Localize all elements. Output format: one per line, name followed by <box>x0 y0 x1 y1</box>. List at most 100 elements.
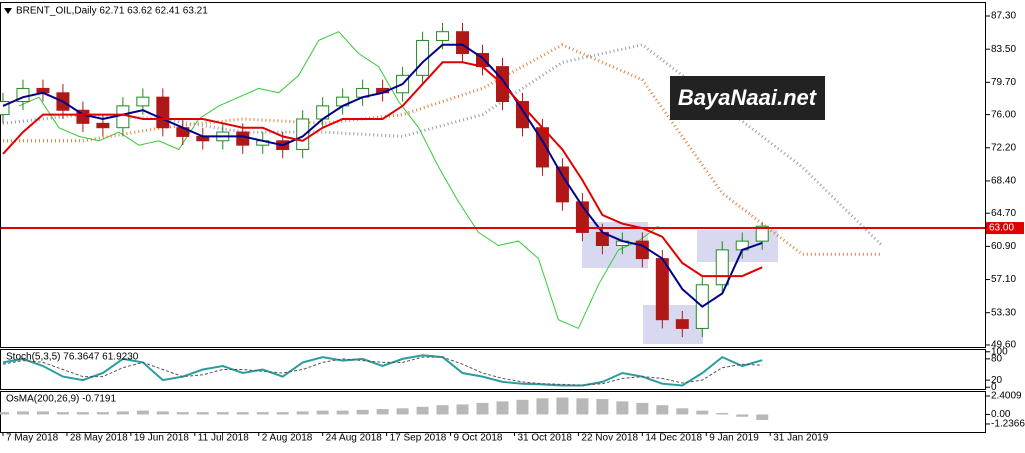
x-tick-label: 31 Jan 2019 <box>773 433 828 444</box>
x-tick-label: 2 Aug 2018 <box>262 433 313 444</box>
histogram-bar <box>16 411 29 415</box>
histogram-bar <box>376 409 389 415</box>
y-tick-label: 53.30 <box>991 307 1016 318</box>
histogram-bar <box>436 405 449 415</box>
menu-icon <box>4 8 12 14</box>
histogram-bar <box>216 412 229 415</box>
histogram-bar <box>416 406 429 415</box>
highlight-box <box>643 305 703 344</box>
stoch-title: Stoch(5,3,5) 76.3647 61.9230 <box>6 352 139 363</box>
x-tick-label: 9 Oct 2018 <box>454 433 503 444</box>
x-tick-label: 28 May 2018 <box>70 433 128 444</box>
y-tick-label: 0 <box>991 382 997 393</box>
histogram-bar <box>476 402 489 415</box>
series-line <box>2 61 763 278</box>
histogram-bar <box>156 411 169 415</box>
y-tick-label: 68.40 <box>991 176 1016 187</box>
histogram-bar <box>656 405 669 415</box>
y-tick-label: 64.70 <box>991 208 1016 219</box>
y-tick-label: 60.90 <box>991 241 1016 252</box>
series-line <box>2 43 763 308</box>
y-tick-label: 80 <box>991 354 1003 365</box>
series-line <box>2 356 763 386</box>
y-tick-label: 49.60 <box>991 340 1016 351</box>
histogram-bar <box>676 408 689 415</box>
x-tick-label: 24 Aug 2018 <box>326 433 383 444</box>
y-tick-label: 57.10 <box>991 274 1016 285</box>
histogram-bar <box>276 412 289 415</box>
stoch-panel <box>0 349 986 390</box>
histogram-bar <box>456 404 469 415</box>
y-tick-label: 87.30 <box>991 11 1016 22</box>
candle-body <box>555 166 569 203</box>
y-tick-label: 0.00 <box>991 409 1011 420</box>
chart-title: BRENT_OIL,Daily 62.71 63.62 62.41 63.21 <box>16 6 208 17</box>
x-tick-label: 11 Jul 2018 <box>198 433 249 444</box>
y-tick-label: 79.70 <box>991 77 1016 88</box>
histogram-bar <box>356 409 369 415</box>
histogram-bar <box>56 412 69 415</box>
plot-layer: 87.30 83.50 79.70 76.00 72.20 68.40 64.70 60.90… <box>0 11 1025 444</box>
candle-body <box>0 101 10 116</box>
y-tick-label: 100 <box>991 346 1008 357</box>
x-tick-label: 31 Oct 2018 <box>517 433 572 444</box>
level-label-box <box>986 222 1024 235</box>
y-tick-label: 83.50 <box>991 44 1016 55</box>
histogram-bar <box>236 412 249 415</box>
main-panel <box>0 2 986 348</box>
series-line <box>2 354 763 387</box>
y-tick-label: 20 <box>991 375 1003 386</box>
x-tick-label: 9 Jan 2019 <box>709 433 759 444</box>
histogram-bar <box>296 411 309 415</box>
series-line <box>18 31 659 330</box>
histogram-bar <box>636 402 649 415</box>
histogram-bar <box>616 401 629 415</box>
candle-body <box>116 105 130 129</box>
histogram-bar <box>516 399 529 415</box>
candle-body <box>755 225 769 242</box>
histogram-bar <box>36 411 49 415</box>
watermark: BayaNaai.net <box>678 85 818 110</box>
histogram-bar <box>136 410 149 415</box>
osma-panel <box>0 391 986 433</box>
histogram-bar <box>76 412 89 415</box>
histogram-bar <box>596 399 609 415</box>
x-tick-label: 7 May 2018 <box>6 433 59 444</box>
histogram-bar <box>336 410 349 415</box>
histogram-bar <box>496 401 509 415</box>
histogram-bar <box>176 412 189 415</box>
candle-body <box>715 249 729 286</box>
candle-body <box>456 31 470 55</box>
candle-body <box>675 319 689 329</box>
histogram-bar <box>0 412 9 415</box>
histogram-bar <box>116 411 129 415</box>
y-tick-label: 72.20 <box>991 142 1016 153</box>
histogram-bar <box>196 412 209 415</box>
histogram-bar <box>396 408 409 415</box>
histogram-bar <box>716 412 729 415</box>
candle-body <box>156 96 170 129</box>
x-tick-label: 17 Sep 2018 <box>390 433 447 444</box>
x-tick-label: 22 Nov 2018 <box>581 433 638 444</box>
watermark-box <box>670 76 825 120</box>
osma-title: OsMA(200,26,9) -0.7191 <box>6 394 116 405</box>
y-tick-label: -1.2366 <box>991 419 1025 430</box>
level-label: 63.00 <box>989 223 1014 234</box>
histogram-bar <box>576 398 589 415</box>
histogram-bar <box>736 414 749 417</box>
histogram-bar <box>316 410 329 415</box>
y-tick-label: 2.4009 <box>991 391 1022 402</box>
candle-body <box>655 258 669 321</box>
histogram-bar <box>96 412 109 415</box>
y-tick-label: 76.00 <box>991 109 1016 120</box>
histogram-bar <box>556 397 569 415</box>
histogram-bar <box>536 398 549 415</box>
candle-body <box>296 118 310 151</box>
histogram-bar <box>696 410 709 415</box>
candle-body <box>436 31 450 41</box>
histogram-bar <box>256 412 269 415</box>
candle-body <box>96 122 110 129</box>
histogram-bar <box>756 414 769 420</box>
